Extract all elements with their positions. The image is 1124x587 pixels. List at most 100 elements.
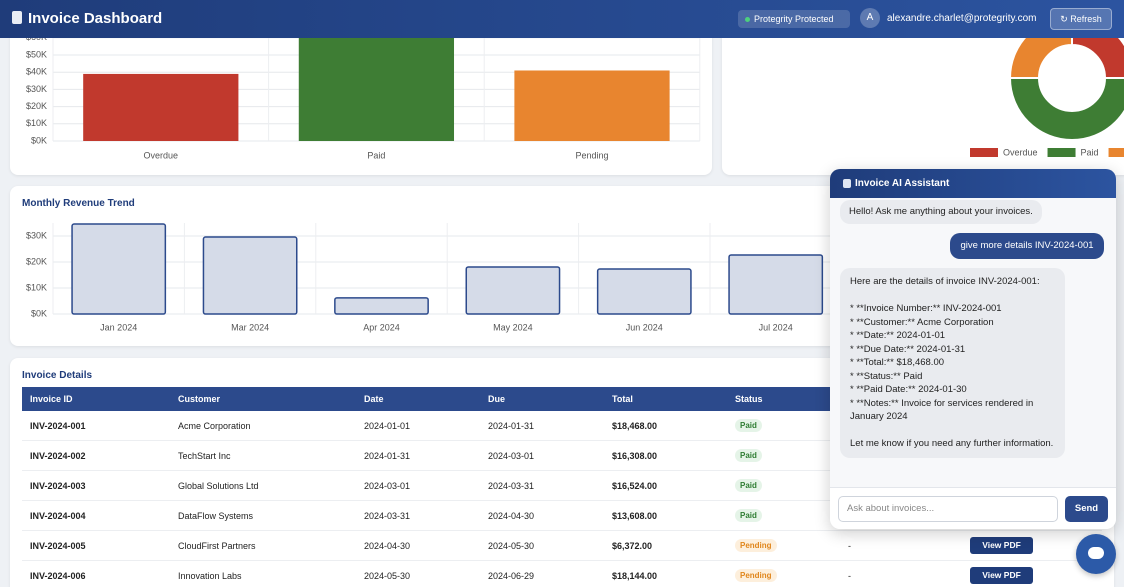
column-header: Invoice ID [30,394,73,404]
chat-toggle-icon [1088,547,1104,559]
cell: - [848,541,851,551]
y-tick-label: $30K [26,230,47,240]
cell: 2024-03-31 [488,481,535,491]
x-tick-label: Pending [575,150,608,160]
cell: Acme Corporation [178,421,251,431]
chat-icon [843,179,851,188]
legend-swatch [1047,148,1076,157]
bar [514,70,670,141]
answer-item: * **Date:** 2024-01-01 [850,330,946,341]
answer-item: * **Invoice Number:** INV-2024-001 [850,303,1002,314]
bar [71,223,167,315]
cell: $16,524.00 [612,481,658,491]
cell: 2024-04-30 [364,541,411,551]
x-tick-label: Jul 2024 [759,322,793,332]
cell: 2024-03-01 [488,451,535,461]
bot-greeting: Hello! Ask me anything about your invoic… [840,200,1042,224]
legend-swatch [970,148,998,157]
y-tick-label: $0K [31,135,47,145]
cell: DataFlow Systems [178,511,254,521]
chat-panel: Invoice AI Assistant Hello! Ask me anyth… [830,169,1116,529]
cell: $13,608.00 [612,511,658,521]
cell: 2024-03-01 [364,481,411,491]
y-tick-label: $10K [26,282,47,292]
bar [596,268,692,315]
x-tick-label: Paid [367,150,385,160]
view-pdf-button[interactable]: View PDF [970,567,1033,584]
column-header: Date [364,394,384,404]
cell: $18,468.00 [612,421,658,431]
cell: 2024-04-30 [488,511,535,521]
user-message: give more details INV-2024-001 [950,233,1104,259]
refresh-label: Refresh [1070,14,1102,24]
column-header: Status [735,394,763,404]
revenue-title: Monthly Revenue Trend [22,198,135,209]
header: Invoice Dashboard Protegrity Protected A… [0,0,1124,38]
cell: 2024-05-30 [364,571,411,581]
send-button[interactable]: Send [1065,496,1108,522]
bar [465,266,561,315]
legend-swatch [1108,148,1124,157]
status-badge: Paid [735,449,762,462]
bar [334,297,429,315]
bar [298,29,455,142]
column-header: Customer [178,394,221,404]
cell: - [848,571,851,581]
badge-text: Protegrity Protected [754,14,834,24]
legend-label: Paid [1081,147,1099,157]
cell: INV-2024-005 [30,541,86,551]
cell: 2024-01-31 [364,451,411,461]
chat-input[interactable]: Ask about invoices... [838,496,1058,522]
avatar[interactable]: A [860,8,880,28]
cell: INV-2024-001 [30,421,86,431]
answer-intro: Here are the details of invoice INV-2024… [850,276,1040,287]
cell: INV-2024-002 [30,451,86,461]
bar [202,236,298,315]
y-tick-label: $20K [26,256,47,266]
row-separator [22,500,1102,501]
cell: $18,144.00 [612,571,658,581]
answer-item: * **Notes:** Invoice for services render… [850,397,1034,423]
status-dot [745,17,750,22]
y-tick-label: $10K [26,118,47,128]
status-badge: Paid [735,419,762,432]
cell: INV-2024-003 [30,481,86,491]
answer-item: * **Status:** Paid [850,370,923,382]
invoice-table: Invoice ID Customer Date Due Total Status INV-… [22,387,1102,587]
chat-input-area: Ask about invoices... Send [830,487,1116,529]
cell: Innovation Labs [178,571,242,581]
cell: 2024-03-31 [364,511,411,521]
answer-items: * **Invoice Number:** INV-2024-001 * **Cu… [850,302,1055,424]
answer-item: * **Total:** $18,468.00 [850,357,945,368]
cell: $16,308.00 [612,451,658,461]
bot-answer: Here are the details of invoice INV-2024… [840,268,1065,458]
y-tick-label: $0K [31,308,47,318]
cell: INV-2024-006 [30,571,86,581]
cell: Global Solutions Ltd [178,481,259,491]
column-header: Due [488,394,506,404]
refresh-button[interactable]: ↻ Refresh [1050,8,1112,30]
user-email: alexandre.charlet@protegrity.com [887,13,1037,24]
chat-header: Invoice AI Assistant [830,169,1116,198]
bar [83,73,239,141]
y-tick-label: $30K [26,84,47,94]
table-title: Invoice Details [22,370,93,381]
answer-outro: Let me know if you need any further info… [850,438,1054,449]
answer-item: * **Customer:** Acme Corporation [850,316,994,328]
answer-item: * **Paid Date:** 2024-01-30 [850,384,967,395]
bar [728,254,824,315]
column-header: Total [612,394,633,404]
legend-label: Overdue [1003,147,1038,157]
cell: CloudFirst Partners [178,541,256,551]
cell: 2024-05-30 [488,541,535,551]
y-tick-label: $20K [26,101,47,111]
cell: 2024-01-31 [488,421,535,431]
protection-badge: Protegrity Protected [738,10,850,28]
view-pdf-button[interactable]: View PDF [970,537,1033,554]
title-icon [12,11,22,24]
x-tick-label: Mar 2024 [231,322,269,332]
chat-toggle[interactable] [1076,534,1116,574]
x-tick-label: Overdue [144,150,179,160]
